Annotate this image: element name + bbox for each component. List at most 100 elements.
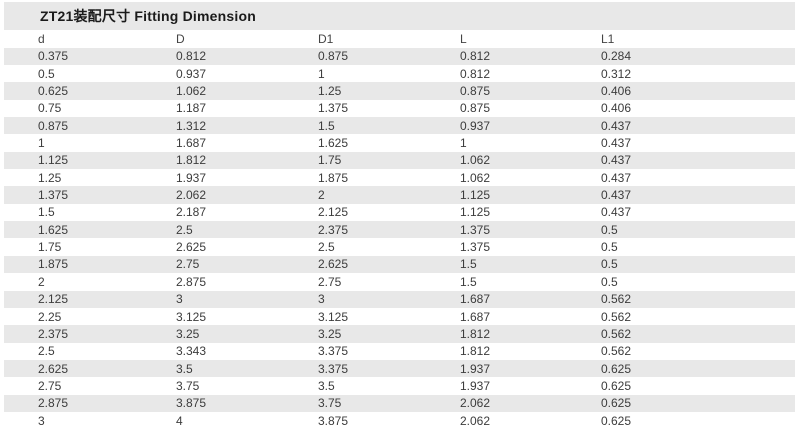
cell: 1.875 [318, 170, 349, 185]
cell: 1 [318, 66, 325, 81]
cell: 3.125 [318, 309, 349, 324]
cell: 1.062 [460, 170, 491, 185]
cell: 2.75 [318, 274, 342, 289]
cell: 1.375 [38, 188, 69, 203]
cell: 1.687 [460, 309, 491, 324]
cell: 0.406 [601, 83, 632, 98]
cell: 0.812 [460, 66, 491, 81]
cell: 0.5 [38, 66, 55, 81]
cell: 0.875 [318, 49, 349, 64]
cell: 0.284 [601, 49, 632, 64]
cell: 0.5 [601, 274, 618, 289]
cell: 0.562 [601, 292, 632, 307]
table-row: 0.375 0.812 0.875 0.812 0.284 [4, 47, 795, 65]
cell: 1.937 [460, 361, 491, 376]
table-row: 2 2.875 2.75 1.5 0.5 [4, 273, 795, 291]
column-header-d1: D1 [318, 31, 334, 46]
cell: 1.125 [38, 153, 69, 168]
cell: 0.5 [601, 240, 618, 255]
cell: 3.5 [318, 379, 335, 393]
table-row: 1.375 2.062 2 1.125 0.437 [4, 186, 795, 204]
cell: 1.937 [460, 379, 491, 393]
cell: 2.5 [38, 344, 55, 359]
cell: 2.25 [38, 309, 62, 324]
cell: 0.562 [601, 344, 632, 359]
cell: 0.875 [460, 101, 491, 116]
cell: 1.5 [38, 205, 55, 220]
cell: 1.375 [460, 222, 491, 237]
table-row: 1.625 2.5 2.375 1.375 0.5 [4, 221, 795, 239]
cell: 2.062 [176, 188, 207, 203]
cell: 0.5 [601, 257, 618, 272]
table-row: 2.125 3 3 1.687 0.562 [4, 290, 795, 308]
header-row: d D D1 L L1 [4, 30, 795, 48]
cell: 1.625 [38, 222, 69, 237]
cell: 4 [176, 413, 183, 428]
column-header-d: d [38, 31, 45, 46]
cell: 3 [318, 292, 325, 307]
cell: 0.437 [601, 118, 632, 133]
table-row: 2.875 3.875 3.75 2.062 0.625 [4, 394, 795, 413]
cell: 0.437 [601, 205, 632, 220]
table-row: 1.125 1.812 1.75 1.062 0.437 [4, 151, 795, 170]
cell: 1.375 [318, 101, 349, 116]
cell: 1.812 [460, 326, 491, 341]
table-row: 0.875 1.312 1.5 0.937 0.437 [4, 116, 795, 135]
cell: 1.062 [176, 83, 207, 98]
table-row: 2.625 3.5 3.375 1.937 0.625 [4, 359, 795, 378]
table-row: 0.625 1.062 1.25 0.875 0.406 [4, 82, 795, 100]
cell: 1.937 [176, 170, 207, 185]
column-header-d: D [176, 31, 185, 46]
cell: 1.75 [318, 153, 342, 168]
cell: 1.25 [38, 170, 62, 185]
cell: 0.75 [38, 101, 62, 116]
table-row: 0.5 0.937 1 0.812 0.312 [4, 64, 795, 83]
cell: 0.812 [176, 49, 207, 64]
cell: 1.25 [318, 83, 342, 98]
cell: 3.5 [176, 361, 193, 376]
cell: 2.5 [318, 240, 335, 255]
table-row: 0.75 1.187 1.375 0.875 0.406 [4, 99, 795, 117]
table-row: 2.25 3.125 3.125 1.687 0.562 [4, 307, 795, 326]
cell: 2.875 [176, 274, 207, 289]
cell: 2.875 [38, 396, 69, 411]
cell: 0.625 [601, 413, 632, 428]
cell: 0.875 [460, 83, 491, 98]
table-row: 1.25 1.937 1.875 1.062 0.437 [4, 169, 795, 187]
cell: 3.75 [318, 396, 342, 411]
cell: 2 [318, 188, 325, 203]
cell: 1.875 [38, 257, 69, 272]
cell: 0.625 [601, 379, 632, 393]
cell: 3.875 [176, 396, 207, 411]
table-row: 1 1.687 1.625 1 0.437 [4, 134, 795, 152]
cell: 2.625 [176, 240, 207, 255]
table-row: 1.875 2.75 2.625 1.5 0.5 [4, 255, 795, 274]
cell: 0.406 [601, 101, 632, 116]
table-row: 2.75 3.75 3.5 1.937 0.625 [4, 377, 795, 395]
cell: 0.812 [460, 49, 491, 64]
table-row: 3 4 3.875 2.062 0.625 [4, 412, 795, 429]
cell: 1.812 [460, 344, 491, 359]
cell: 1.125 [460, 205, 491, 220]
cell: 1.5 [460, 274, 477, 289]
cell: 3.375 [318, 361, 349, 376]
cell: 0.625 [38, 83, 69, 98]
table-row: 1.75 2.625 2.5 1.375 0.5 [4, 238, 795, 256]
page-title: ZT21装配尺寸 Fitting Dimension [40, 8, 256, 24]
cell: 2.5 [176, 222, 193, 237]
cell: 0.437 [601, 170, 632, 185]
table-body: 0.375 0.812 0.875 0.812 0.284 0.5 0.937 1 0.812 0… [4, 47, 795, 429]
cell: 2.062 [460, 396, 491, 411]
cell: 2.375 [318, 222, 349, 237]
cell: 0.937 [176, 66, 207, 81]
cell: 3.125 [176, 309, 207, 324]
cell: 3.343 [176, 344, 207, 359]
cell: 1.312 [176, 118, 207, 133]
cell: 0.625 [601, 361, 632, 376]
cell: 2.062 [460, 413, 491, 428]
table-row: 2.375 3.25 3.25 1.812 0.562 [4, 325, 795, 343]
cell: 1 [460, 135, 467, 150]
cell: 0.875 [38, 118, 69, 133]
cell: 3.25 [318, 326, 342, 341]
